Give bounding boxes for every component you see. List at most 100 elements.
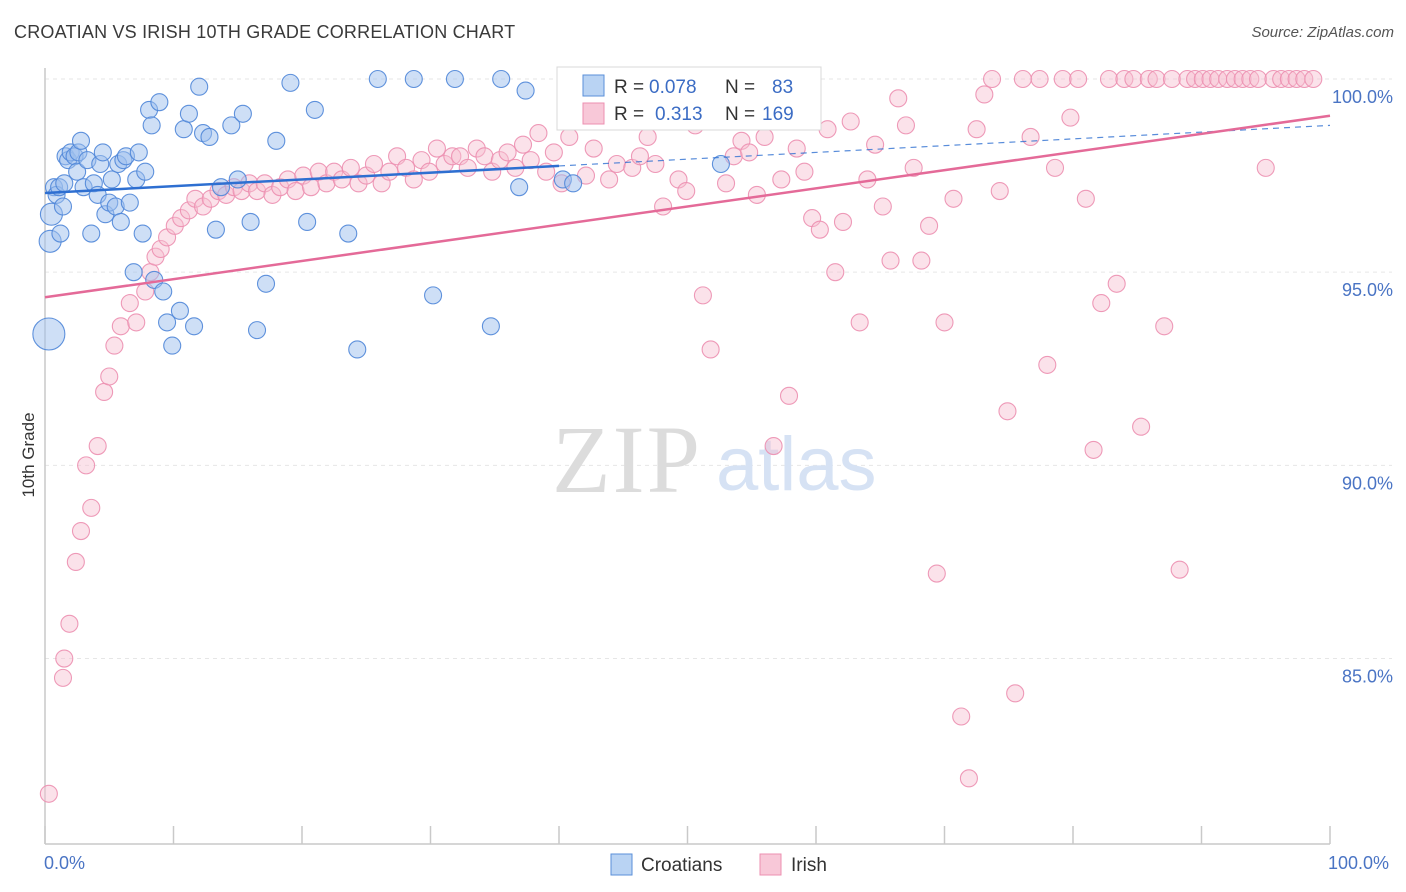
croatians-point	[711, 154, 730, 174]
irish-point	[71, 521, 91, 541]
irish-point	[772, 170, 791, 189]
croatians-point	[233, 104, 252, 123]
legend: R = 0.078 N = 83 R = 0.313 N = 169	[556, 66, 822, 131]
irish-point	[66, 552, 85, 572]
croatians-point	[154, 282, 173, 301]
irish-point	[301, 178, 321, 197]
irish-point	[701, 340, 720, 359]
legend-r-label-irish: R =	[614, 104, 644, 125]
croatians-point	[111, 212, 130, 232]
irish-point	[179, 201, 198, 220]
irish-point	[889, 89, 908, 108]
croatians-point	[200, 127, 219, 147]
irish-point	[975, 85, 994, 104]
legend-n-label-croatians: N =	[725, 77, 755, 98]
croatians-point	[51, 224, 70, 243]
irish-point	[349, 174, 368, 193]
croatians-trend-line	[44, 164, 560, 195]
croatians-point	[163, 336, 182, 355]
irish-point	[1193, 69, 1212, 89]
croatians-point	[222, 116, 241, 135]
irish-point	[53, 668, 73, 687]
irish-point	[967, 120, 986, 139]
irish-point	[1248, 69, 1268, 89]
irish-point	[380, 162, 399, 181]
irish-point	[1021, 127, 1040, 147]
irish-point	[39, 784, 58, 803]
irish-point	[920, 216, 939, 235]
croatians-point	[298, 212, 317, 232]
irish-point	[1045, 158, 1065, 177]
irish-point	[1241, 69, 1260, 89]
bottom-legend: Croatians Irish	[610, 853, 827, 876]
irish-point	[82, 498, 101, 517]
croatians-point	[82, 224, 101, 243]
croatians-point	[281, 73, 300, 92]
irish-point	[716, 174, 736, 193]
irish-point	[271, 178, 290, 197]
watermark-zip: ZIP	[552, 406, 702, 513]
legend-swatch-irish	[582, 102, 605, 125]
legend-r-value-irish: 0.313	[655, 104, 703, 125]
irish-point	[404, 170, 423, 189]
irish-point	[607, 154, 626, 174]
croatians-point	[305, 100, 324, 119]
irish-point	[630, 147, 650, 166]
irish-point	[795, 162, 814, 181]
irish-point	[1178, 69, 1197, 89]
y-tick-label: 90.0%	[1342, 473, 1393, 493]
croatians-point	[129, 143, 148, 162]
croatians-point	[179, 104, 198, 123]
irish-point	[325, 162, 344, 181]
x-tick-label-min: 0.0%	[44, 853, 85, 873]
irish-point	[127, 313, 146, 332]
croatians-point	[368, 69, 387, 89]
irish-point	[896, 116, 916, 135]
irish-point	[841, 112, 860, 131]
irish-point	[952, 707, 971, 726]
y-axis-label: 10th Grade	[19, 412, 38, 497]
irish-point	[998, 402, 1017, 421]
irish-point	[944, 189, 963, 208]
y-tick-label: 85.0%	[1342, 667, 1393, 687]
irish-point	[1218, 69, 1237, 89]
irish-point	[1076, 189, 1095, 208]
irish-point	[55, 649, 74, 668]
irish-point	[1170, 560, 1189, 579]
irish-point	[513, 135, 533, 154]
irish-point	[1099, 69, 1119, 89]
irish-point	[1304, 69, 1323, 89]
irish-point	[1107, 274, 1126, 293]
irish-point	[194, 197, 213, 216]
croatians-trend-extension	[558, 124, 1331, 167]
irish-point	[881, 251, 900, 270]
watermark-atlas: atlas	[716, 422, 877, 507]
irish-point	[529, 124, 548, 143]
irish-point	[364, 154, 384, 174]
x-tick-marks	[44, 826, 1331, 844]
croatians-point	[228, 170, 247, 189]
legend-r-value-croatians: 0.078	[649, 77, 697, 98]
irish-point	[1053, 69, 1072, 89]
irish-point	[646, 154, 665, 174]
croatians-point	[150, 93, 169, 112]
croatians-point	[256, 274, 276, 293]
irish-point	[111, 317, 130, 336]
bottom-legend-swatch-irish	[759, 853, 782, 876]
irish-point	[1139, 69, 1158, 89]
irish-point	[787, 139, 806, 158]
irish-point	[186, 189, 205, 208]
irish-point	[1155, 317, 1174, 336]
irish-point	[990, 181, 1009, 201]
y-tick-label: 95.0%	[1342, 280, 1393, 300]
irish-point	[1132, 417, 1151, 436]
irish-trend-line	[44, 114, 1331, 299]
irish-point	[1084, 440, 1103, 459]
croatians-point	[516, 81, 535, 100]
irish-point	[935, 313, 954, 332]
irish-point	[467, 139, 486, 158]
irish-point	[1124, 69, 1143, 89]
irish-point	[826, 263, 845, 282]
legend-n-value-croatians: 83	[772, 77, 793, 98]
croatian-points	[32, 69, 792, 359]
